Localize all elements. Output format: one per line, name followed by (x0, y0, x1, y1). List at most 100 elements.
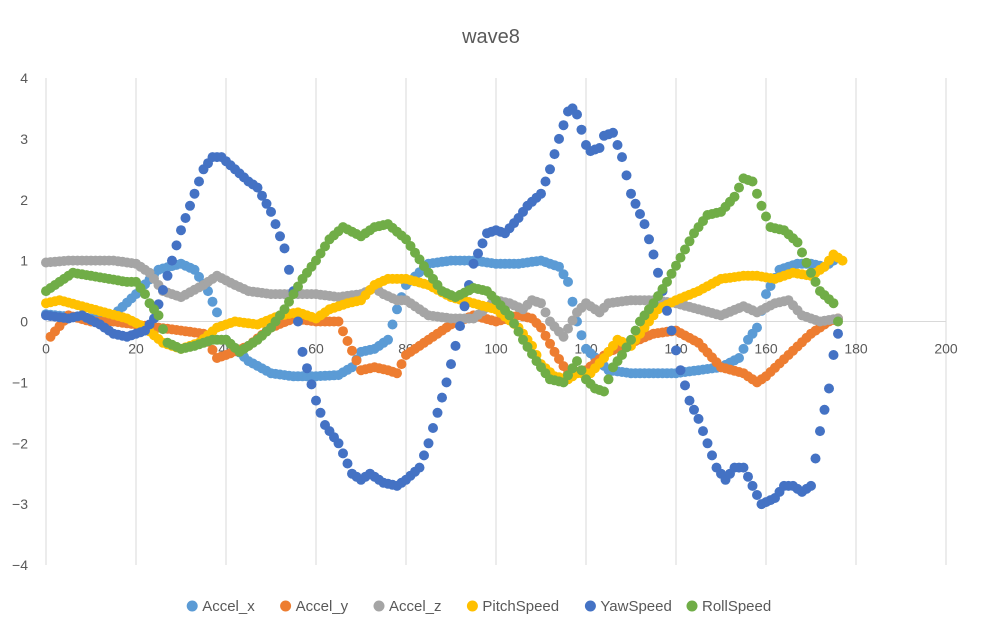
point-YawSpeed-60 (311, 395, 321, 406)
point-RollSpeed-26 (158, 324, 168, 335)
point-YawSpeed-95 (468, 258, 479, 269)
point-Accel_z-111 (540, 307, 551, 318)
point-PitchSpeed-177 (837, 255, 848, 266)
point-YawSpeed-52 (275, 231, 285, 242)
y-tick-label-8: −4 (12, 557, 28, 573)
point-YawSpeed-132 (635, 209, 645, 219)
point-Accel_y-111 (545, 338, 555, 349)
point-YawSpeed-113 (549, 149, 560, 160)
point-RollSpeed-22 (140, 289, 150, 300)
point-RollSpeed-60 (311, 255, 321, 266)
y-tick-label-4: 0 (20, 314, 28, 330)
point-RollSpeed-62 (320, 241, 330, 252)
point-Accel_x-77 (387, 319, 398, 330)
point-Accel_x-37 (207, 296, 218, 307)
point-Accel_y-109 (536, 322, 546, 333)
point-RollSpeed-131 (630, 325, 641, 336)
legend-item-Accel_x: Accel_x (186, 598, 255, 615)
point-YawSpeed-156 (743, 471, 753, 482)
point-Accel_z-116 (563, 323, 573, 334)
x-tick-label-0: 0 (42, 341, 50, 357)
series-YawSpeed (41, 103, 843, 510)
point-YawSpeed-51 (270, 219, 281, 230)
x-tick-label-5: 100 (484, 341, 508, 357)
point-RollSpeed-138 (662, 276, 672, 287)
point-YawSpeed-53 (279, 243, 290, 254)
legend-item-YawSpeed: YawSpeed (584, 598, 672, 615)
point-YawSpeed-67 (342, 458, 353, 469)
point-YawSpeed-175 (828, 350, 839, 360)
point-YawSpeed-172 (815, 426, 825, 437)
point-YawSpeed-83 (414, 462, 425, 473)
point-RollSpeed-142 (680, 244, 690, 255)
y-tick-label-7: −3 (12, 496, 28, 512)
x-tick-label-10: 200 (934, 341, 958, 357)
point-YawSpeed-135 (648, 249, 659, 260)
point-YawSpeed-158 (752, 490, 762, 500)
point-Accel_z-110 (536, 298, 546, 309)
point-RollSpeed-118 (572, 356, 582, 367)
point-YawSpeed-54 (284, 264, 294, 275)
y-tick-label-3: 1 (20, 253, 28, 269)
point-YawSpeed-33 (189, 188, 200, 199)
legend-item-Accel_z: Accel_z (373, 598, 442, 615)
point-YawSpeed-32 (185, 200, 195, 211)
point-YawSpeed-84 (419, 450, 429, 461)
point-RollSpeed-128 (617, 350, 627, 360)
point-YawSpeed-86 (428, 423, 438, 433)
point-YawSpeed-171 (810, 453, 821, 464)
point-YawSpeed-28 (167, 255, 177, 266)
point-YawSpeed-29 (171, 240, 182, 251)
point-RollSpeed-170 (806, 267, 816, 278)
point-RollSpeed-130 (626, 334, 636, 345)
point-YawSpeed-66 (338, 448, 348, 459)
point-YawSpeed-110 (536, 188, 546, 199)
point-Accel_y-67 (347, 345, 357, 356)
legend-label-YawSpeed: YawSpeed (600, 598, 671, 615)
point-YawSpeed-138 (662, 305, 672, 316)
point-RollSpeed-104 (509, 318, 519, 329)
legend-item-RollSpeed: RollSpeed (686, 598, 771, 615)
point-YawSpeed-65 (333, 438, 344, 449)
point-YawSpeed-115 (558, 120, 569, 131)
point-RollSpeed-160 (761, 211, 771, 222)
point-YawSpeed-131 (630, 198, 641, 209)
point-YawSpeed-142 (680, 380, 690, 391)
point-RollSpeed-117 (567, 363, 578, 374)
x-tick-label-3: 60 (308, 341, 324, 357)
point-YawSpeed-155 (738, 462, 749, 473)
point-Accel_y-78 (396, 359, 407, 370)
legend-label-RollSpeed: RollSpeed (702, 598, 771, 615)
point-Accel_x-76 (383, 334, 393, 345)
point-RollSpeed-107 (522, 341, 533, 352)
point-YawSpeed-141 (675, 365, 686, 376)
x-tick-label-8: 160 (754, 341, 778, 357)
y-tick-label-5: −1 (12, 374, 28, 390)
point-YawSpeed-61 (315, 407, 326, 418)
point-Accel_y-64 (333, 316, 344, 327)
point-RollSpeed-159 (756, 200, 767, 211)
point-YawSpeed-147 (702, 438, 713, 449)
point-YawSpeed-96 (473, 248, 483, 259)
point-RollSpeed-154 (734, 182, 744, 193)
point-RollSpeed-56 (293, 281, 303, 292)
point-Accel_y-113 (554, 354, 564, 364)
point-YawSpeed-112 (545, 164, 555, 175)
point-YawSpeed-90 (446, 359, 456, 370)
point-YawSpeed-48 (257, 190, 267, 201)
point-Accel_x-158 (752, 322, 762, 333)
point-YawSpeed-56 (293, 316, 303, 327)
point-YawSpeed-157 (747, 480, 758, 491)
chart-title: wave8 (461, 26, 520, 48)
point-RollSpeed-141 (675, 252, 686, 263)
point-Accel_x-117 (567, 296, 578, 307)
point-Accel_x-34 (194, 271, 204, 282)
point-YawSpeed-57 (297, 346, 308, 357)
point-YawSpeed-148 (707, 450, 717, 461)
point-YawSpeed-128 (617, 152, 627, 163)
x-tick-label-1: 20 (128, 341, 144, 357)
point-YawSpeed-26 (158, 285, 168, 295)
point-RollSpeed-168 (797, 247, 807, 258)
point-YawSpeed-176 (833, 328, 843, 339)
point-Accel_x-78 (392, 304, 402, 315)
